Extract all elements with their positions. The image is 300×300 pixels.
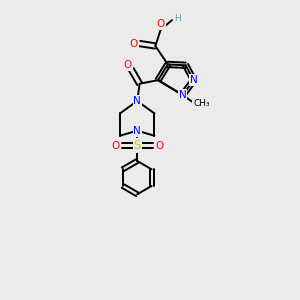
Text: S: S xyxy=(134,139,141,152)
Text: N: N xyxy=(133,96,141,106)
Text: CH₃: CH₃ xyxy=(193,98,210,107)
Text: N: N xyxy=(133,126,141,136)
Text: O: O xyxy=(157,19,165,29)
Text: O: O xyxy=(130,39,138,49)
Text: O: O xyxy=(155,140,163,151)
Text: H: H xyxy=(174,14,181,23)
Text: O: O xyxy=(124,60,132,70)
Text: N: N xyxy=(179,90,187,100)
Text: N: N xyxy=(190,75,198,85)
Text: O: O xyxy=(111,140,119,151)
